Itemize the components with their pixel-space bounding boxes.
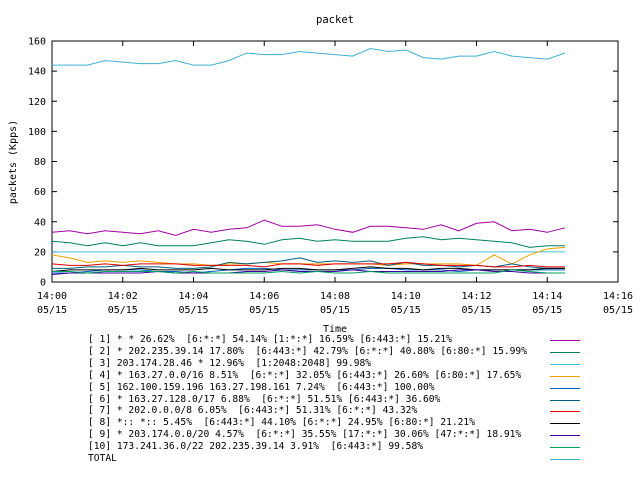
x-tick-label-date: 05/15 — [108, 305, 138, 316]
chart-title: packet — [316, 14, 354, 26]
x-tick-label-time: 14:02 — [108, 291, 138, 302]
x-tick-label-date: 05/15 — [178, 305, 208, 316]
y-axis-label: packets (Kpps) — [8, 120, 19, 204]
x-tick-label-date: 05/15 — [249, 305, 279, 316]
x-tick-label-date: 05/15 — [532, 305, 562, 316]
y-tick-label: 80 — [34, 157, 46, 168]
y-tick-label: 60 — [34, 187, 46, 198]
x-tick-label-date: 05/15 — [37, 305, 67, 316]
y-tick-label: 100 — [28, 127, 46, 138]
x-tick-label-date: 05/15 — [461, 305, 491, 316]
series-line-1 — [51, 219, 566, 236]
axis-ticks: 0 20 40 60 80 100 120 140 160 14:00 05/15 14:02 05/1… — [28, 37, 633, 317]
plot-frame — [51, 40, 619, 283]
x-tick-label-date: 05/15 — [320, 305, 350, 316]
x-tick-label-time: 14:14 — [532, 291, 562, 302]
x-tick-label-time: 14:08 — [320, 291, 350, 302]
y-tick-label: 40 — [34, 217, 46, 228]
series-lines — [51, 47, 566, 275]
x-tick-label-time: 14:00 — [37, 291, 67, 302]
series-line-4 — [51, 246, 565, 266]
series-line-10 — [52, 269, 565, 274]
x-tick-label-time: 14:10 — [391, 291, 421, 302]
x-tick-label-time: 14:04 — [178, 291, 208, 302]
x-tick-label-time: 14:06 — [249, 291, 279, 302]
x-tick-label-date: 05/15 — [603, 305, 633, 316]
y-tick-label: 140 — [28, 67, 46, 78]
x-tick-label-time: 14:12 — [461, 291, 491, 302]
y-tick-label: 160 — [28, 37, 46, 48]
series-line-7 — [51, 261, 565, 268]
series-line-11 — [52, 47, 566, 66]
series-line-2 — [51, 236, 565, 248]
series-line-9 — [51, 269, 565, 275]
y-tick-label: 0 — [40, 278, 46, 289]
x-tick-label-date: 05/15 — [391, 305, 421, 316]
x-tick-label-time: 14:16 — [603, 291, 633, 302]
x-axis-label: Time — [323, 324, 347, 335]
y-tick-label: 20 — [34, 247, 46, 258]
y-tick-label: 120 — [28, 97, 46, 108]
